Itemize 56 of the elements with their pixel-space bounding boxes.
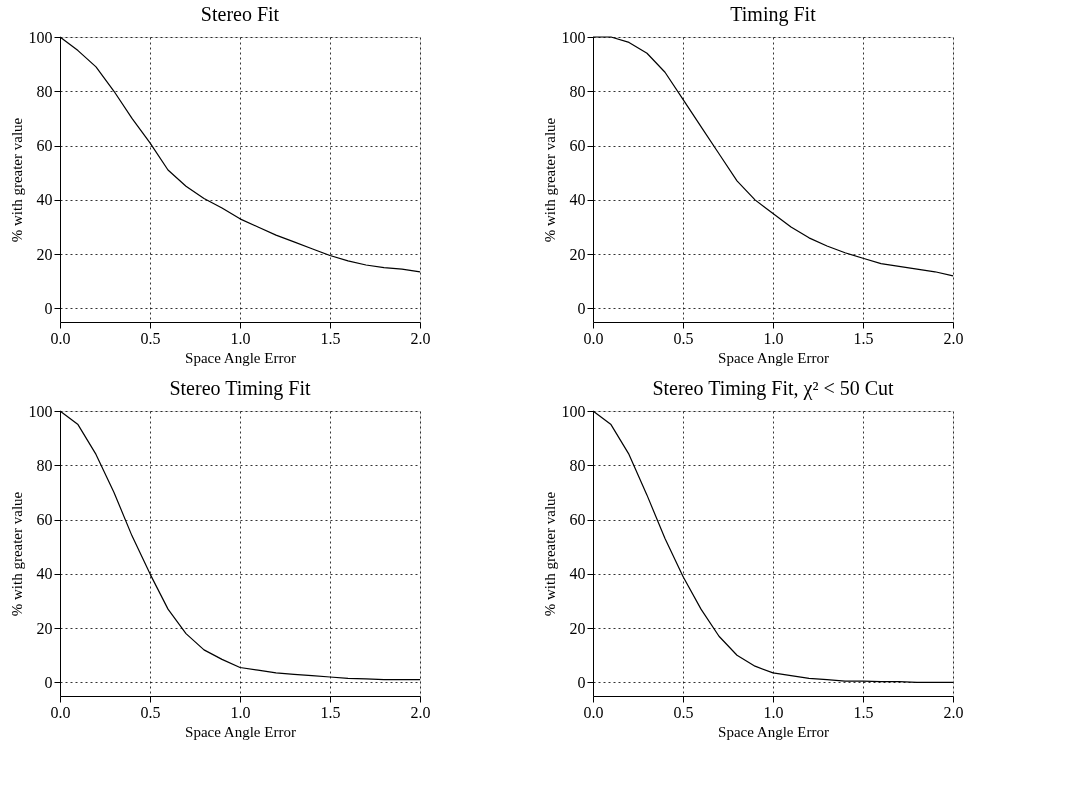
y-tick-label: 40 <box>569 565 586 583</box>
x-tick-label: 1.5 <box>853 703 874 721</box>
x-axis-title: Space Angle Error <box>185 723 296 740</box>
x-tick-label: 1.0 <box>230 329 251 347</box>
x-tick-label: 0.0 <box>583 329 604 347</box>
y-tick-label: 80 <box>569 82 586 100</box>
y-tick-label: 20 <box>36 245 53 263</box>
x-tick-label: 0.0 <box>50 329 71 347</box>
x-tick-label: 2.0 <box>943 703 964 721</box>
chart-title: Stereo Timing Fit <box>169 377 312 400</box>
y-axis-title: % with greater value <box>541 117 558 243</box>
y-axis-title: % with greater value <box>8 117 25 243</box>
y-tick-label: 20 <box>569 245 586 263</box>
y-tick-label: 60 <box>569 511 586 529</box>
chart-title: Stereo Timing Fit, χ² < 50 Cut <box>652 377 895 400</box>
x-tick-label: 1.5 <box>320 703 341 721</box>
y-tick-label: 0 <box>44 673 53 691</box>
x-axis-title: Space Angle Error <box>185 349 296 366</box>
y-axis-title: % with greater value <box>541 491 558 617</box>
x-tick-label: 2.0 <box>410 329 431 347</box>
x-tick-label: 0.5 <box>140 329 161 347</box>
x-axis-title: Space Angle Error <box>718 349 829 366</box>
y-tick-label: 40 <box>569 191 586 209</box>
y-tick-label: 0 <box>577 299 586 317</box>
chart-title: Timing Fit <box>730 3 817 26</box>
y-tick-label: 60 <box>569 137 586 155</box>
x-tick-label: 0.0 <box>50 703 71 721</box>
x-axis-title: Space Angle Error <box>718 723 829 740</box>
y-tick-label: 80 <box>36 82 53 100</box>
y-tick-label: 20 <box>36 619 53 637</box>
x-tick-label: 1.0 <box>763 703 784 721</box>
x-tick-label: 2.0 <box>943 329 964 347</box>
y-axis-title: % with greater value <box>8 491 25 617</box>
y-tick-label: 80 <box>569 456 586 474</box>
y-tick-label: 0 <box>577 673 586 691</box>
x-tick-label: 0.5 <box>673 329 694 347</box>
x-tick-label: 1.0 <box>763 329 784 347</box>
y-tick-label: 60 <box>36 511 53 529</box>
x-tick-label: 1.5 <box>853 329 874 347</box>
y-tick-label: 20 <box>569 619 586 637</box>
y-tick-label: 0 <box>44 299 53 317</box>
y-tick-label: 100 <box>28 402 53 420</box>
y-tick-label: 80 <box>36 456 53 474</box>
x-tick-label: 1.0 <box>230 703 251 721</box>
y-tick-label: 40 <box>36 565 53 583</box>
y-tick-label: 100 <box>561 28 586 46</box>
y-tick-label: 40 <box>36 191 53 209</box>
y-tick-label: 60 <box>36 137 53 155</box>
y-tick-label: 100 <box>28 28 53 46</box>
x-tick-label: 0.0 <box>583 703 604 721</box>
y-tick-label: 100 <box>561 402 586 420</box>
x-tick-label: 0.5 <box>673 703 694 721</box>
chart-title: Stereo Fit <box>200 3 280 25</box>
x-tick-label: 2.0 <box>410 703 431 721</box>
x-tick-label: 0.5 <box>140 703 161 721</box>
x-tick-label: 1.5 <box>320 329 341 347</box>
